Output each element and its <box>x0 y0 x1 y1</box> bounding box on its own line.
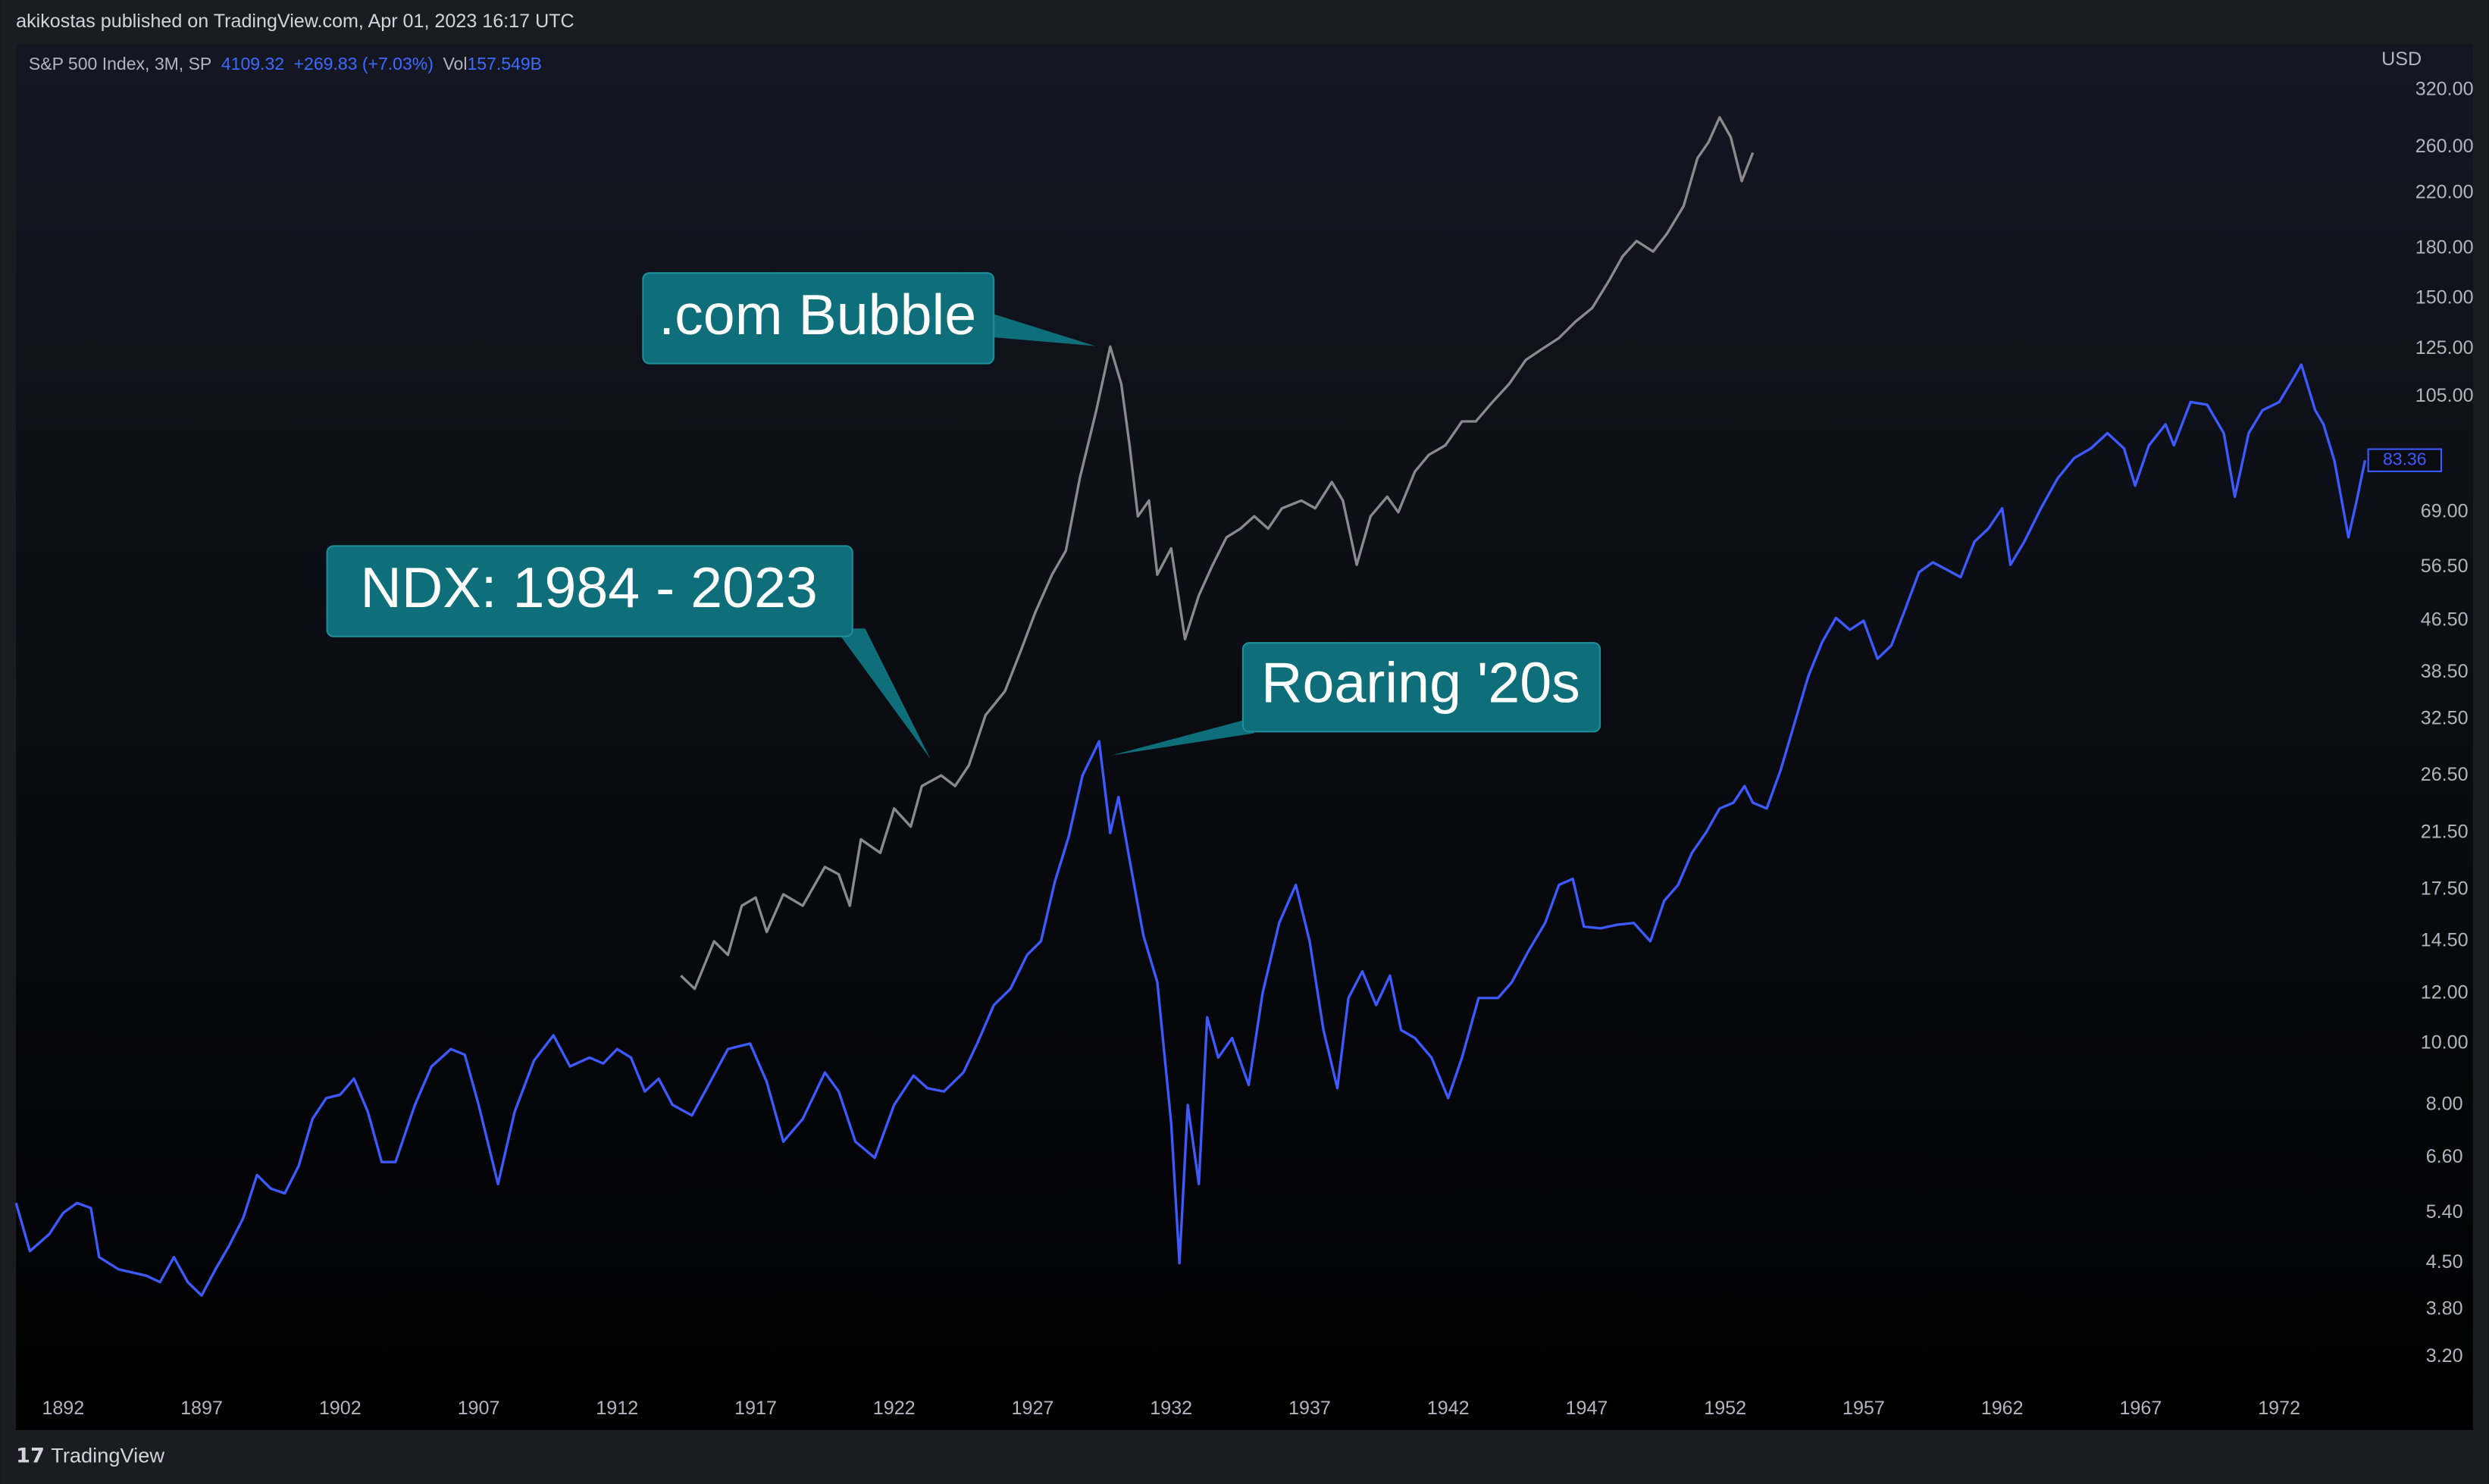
currency: USD <box>2381 49 2422 70</box>
x-tick-label: 1932 <box>1150 1398 1192 1419</box>
x-tick-label: 1897 <box>180 1398 223 1419</box>
callout-ndx: NDX: 1984 - 2023 <box>326 545 931 759</box>
x-tick-label: 1902 <box>319 1398 362 1419</box>
y-tick-label: 56.50 <box>2421 556 2469 577</box>
callout-box <box>642 272 995 365</box>
x-tick-label: 1922 <box>873 1398 916 1419</box>
plot: 320.00 260.00 220.00 180.00 150.00 125.00 105.… <box>14 79 2474 1419</box>
annotation: Roaring '20s <box>1261 651 1580 715</box>
change: +269.83 (+7.03%) <box>294 54 434 74</box>
series-line <box>680 116 1755 991</box>
footer: 𝟭𝟳 TradingView <box>16 1444 164 1467</box>
y-tick-label: 3.20 <box>2426 1345 2463 1367</box>
footer-brand: TradingView <box>51 1444 164 1467</box>
last-price-badge <box>2367 448 2443 472</box>
x-tick-label: 1907 <box>458 1398 500 1419</box>
y-tick-label: 260.00 <box>2415 136 2474 157</box>
x-tick-label: 1927 <box>1012 1398 1054 1419</box>
y-tick-label: 10.00 <box>2421 1032 2469 1053</box>
y-tick-label: 220.00 <box>2415 182 2474 203</box>
y-tick-label: 125.00 <box>2415 337 2474 358</box>
y-tick-label: 4.50 <box>2426 1251 2463 1273</box>
annotation: .com Bubble <box>659 283 976 346</box>
x-tick-label: 1942 <box>1427 1398 1470 1419</box>
x-tick-label: 1937 <box>1288 1398 1331 1419</box>
x-tick-label: 1957 <box>1842 1398 1885 1419</box>
y-tick-label: 69.00 <box>2421 500 2469 521</box>
callout-box <box>326 545 853 637</box>
chart-panel <box>16 44 2473 1430</box>
callout-bubble: .com Bubble <box>642 272 1096 365</box>
annotation: NDX: 1984 - 2023 <box>360 556 817 619</box>
y-tick-label: 8.00 <box>2426 1093 2463 1114</box>
y-tick-label: 150.00 <box>2415 287 2474 308</box>
vol-label: Vol <box>443 54 467 74</box>
callout-box <box>1241 642 1601 733</box>
y-tick-label: 32.50 <box>2421 708 2469 729</box>
last-price-label: 83.36 <box>2383 449 2427 468</box>
x-tick-label: 1952 <box>1704 1398 1746 1419</box>
vol: 157.549B <box>467 54 542 74</box>
y-tick-label: 3.80 <box>2426 1298 2463 1320</box>
legend: S&P 500 Index, 3M, SP 4109.32 +269.83 (+7.… <box>29 54 542 74</box>
x-tick-label: 1912 <box>596 1398 638 1419</box>
y-tick-label: 320.00 <box>2415 79 2474 100</box>
footer-logo: 𝟭𝟳 <box>16 1444 45 1467</box>
symbol: S&P 500 Index, 3M, SP <box>29 54 211 74</box>
y-tick-label: 105.00 <box>2415 385 2474 406</box>
series-line <box>14 363 2367 1298</box>
x-tick-label: 1947 <box>1566 1398 1608 1419</box>
y-tick-label: 46.50 <box>2421 609 2469 631</box>
y-tick-label: 5.40 <box>2426 1201 2463 1223</box>
x-tick-label: 1917 <box>734 1398 777 1419</box>
y-tick-label: 180.00 <box>2415 237 2474 258</box>
y-tick-label: 38.50 <box>2421 661 2469 682</box>
callout-twenties: Roaring '20s <box>1111 642 1601 756</box>
y-tick-label: 12.00 <box>2421 982 2469 1003</box>
x-tick-label: 1892 <box>42 1398 84 1419</box>
y-tick-label: 26.50 <box>2421 764 2469 785</box>
publisher: akikostas published on TradingView.com, … <box>16 11 575 32</box>
x-tick-label: 1962 <box>1981 1398 2024 1419</box>
y-tick-label: 21.50 <box>2421 822 2469 843</box>
y-tick-label: 14.50 <box>2421 930 2469 951</box>
y-tick-label: 6.60 <box>2426 1146 2463 1167</box>
x-tick-label: 1972 <box>2258 1398 2300 1419</box>
price: 4109.32 <box>221 54 284 74</box>
y-tick-label: 17.50 <box>2421 878 2469 899</box>
x-tick-label: 1967 <box>2119 1398 2162 1419</box>
